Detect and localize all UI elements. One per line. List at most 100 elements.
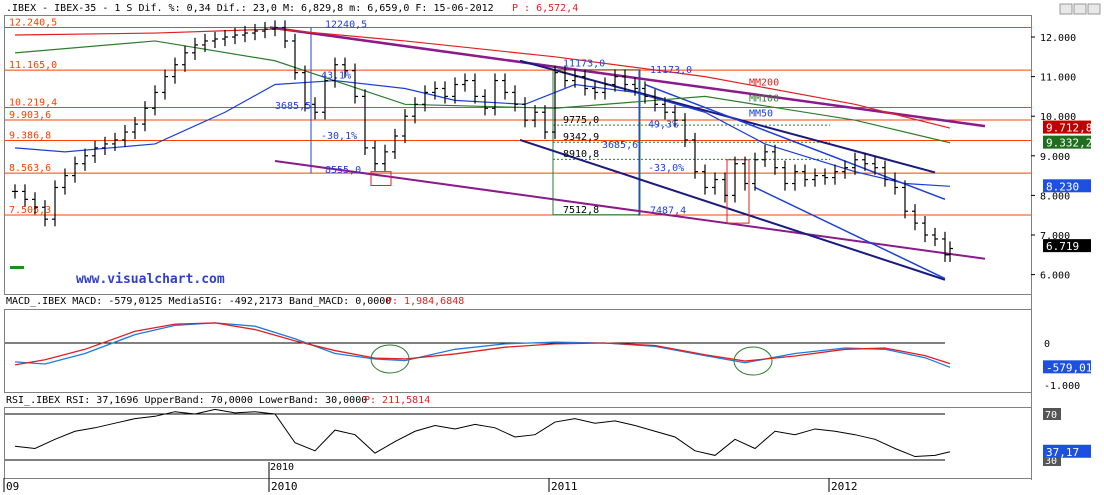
rsi-year-label: 2010 xyxy=(270,462,294,473)
main-price-panel: 12.240,5 11.165,0 10.219,49.903,6 9.386,8 8.… xyxy=(5,17,1031,281)
macd-axis-label: 0 xyxy=(1044,339,1050,350)
macd-header-price: P: 1,984,6848 xyxy=(386,296,464,307)
trend-line[interactable] xyxy=(274,159,986,260)
price-bar xyxy=(732,156,738,203)
price-bar xyxy=(782,160,788,191)
axis-tick-label: 9.000 xyxy=(1040,152,1070,163)
price-bar xyxy=(142,101,148,132)
macd-signal-line xyxy=(14,322,951,366)
price-bar xyxy=(722,172,728,203)
price-bar xyxy=(512,85,518,112)
price-bar xyxy=(232,27,238,45)
price-bar xyxy=(562,65,568,88)
price-level-label: 10.219,4 xyxy=(9,98,57,109)
chart-annotation: -33,0% xyxy=(648,163,684,174)
window-controls[interactable] xyxy=(1059,3,1101,15)
minimize-icon[interactable] xyxy=(1059,3,1073,15)
axis-tick-label: 7.000 xyxy=(1040,231,1070,242)
axes: 12.000 11.000 10.000 9.000 8.000 7.000 6.000 9.… xyxy=(3,33,1092,493)
chart-annotation: MM200 xyxy=(749,78,779,89)
chart-annotation: 7512,8 xyxy=(563,205,599,216)
chart-annotation: 7487,4 xyxy=(650,206,686,217)
price-level-label: 8.563,6 xyxy=(9,163,51,174)
trend-line[interactable] xyxy=(754,186,946,280)
time-axis-label: 2012 xyxy=(831,480,858,493)
mm100-line xyxy=(14,40,951,144)
chart-annotation: MM100 xyxy=(749,94,779,105)
axis-value-label: 6.719 xyxy=(1046,240,1079,253)
price-bar xyxy=(162,69,168,100)
axis-value-box xyxy=(1043,360,1091,374)
price-bar xyxy=(12,184,18,199)
chart-annotation: 11173,0 xyxy=(650,65,692,76)
rsi-header-price: P: 211,5814 xyxy=(364,395,430,406)
price-bar xyxy=(682,113,688,148)
price-bar xyxy=(422,85,428,112)
price-bar xyxy=(542,105,548,140)
macd-axis-label: -1.000 xyxy=(1044,381,1080,392)
price-bar xyxy=(632,77,638,96)
price-bar xyxy=(372,140,378,171)
price-bar xyxy=(792,164,798,191)
main-header: .IBEX - IBEX-35 - 1 S Dif. %: 0,34 Dif.:… xyxy=(6,3,494,14)
price-bar xyxy=(192,37,198,60)
price-bar xyxy=(182,45,188,72)
macd-header: MACD_.IBEX MACD: -579,0125 MediaSIG: -49… xyxy=(6,296,391,307)
price-bar xyxy=(22,184,28,207)
chart-annotation: 8555,0 xyxy=(325,165,361,176)
price-bar xyxy=(872,156,878,175)
close-icon[interactable] xyxy=(1087,3,1101,15)
rsi-axis-label: 30 xyxy=(1045,456,1057,467)
price-bar xyxy=(462,73,468,92)
price-bar xyxy=(282,20,288,49)
trend-line[interactable] xyxy=(519,139,946,281)
legend-swatch xyxy=(10,266,24,269)
price-bar xyxy=(862,152,868,171)
price-bar xyxy=(802,164,808,187)
time-axis-label: 09 xyxy=(6,480,19,493)
price-bar xyxy=(692,132,698,179)
chart-annotation: 9775,0 xyxy=(563,115,599,126)
price-bar xyxy=(72,156,78,183)
price-bar xyxy=(822,168,828,185)
price-bar xyxy=(412,97,418,124)
price-bar xyxy=(112,132,118,152)
highlight-box xyxy=(726,159,750,224)
price-bar xyxy=(222,29,228,47)
axis-value-box xyxy=(1043,239,1091,253)
mm50-line xyxy=(14,79,951,187)
price-bar xyxy=(292,33,298,80)
price-level-label: 9.386,8 xyxy=(9,130,51,141)
axis-value-label: -579,01 xyxy=(1046,361,1092,374)
trend-line[interactable] xyxy=(269,26,986,128)
price-level-label: 7.505,3 xyxy=(9,205,51,216)
price-bar xyxy=(702,164,708,195)
chart-annotation: 49,3% xyxy=(648,119,678,130)
rsi-axis-label: 70 xyxy=(1045,410,1057,421)
price-bar xyxy=(132,116,138,140)
price-bar xyxy=(242,25,248,43)
watermark: www.visualchart.com xyxy=(76,272,225,287)
rsi-header: RSI_.IBEX RSI: 37,1696 UpperBand: 70,000… xyxy=(6,395,367,406)
price-bar xyxy=(642,81,648,104)
price-bar xyxy=(212,31,218,49)
price-bar xyxy=(202,33,208,53)
price-bar xyxy=(612,69,618,92)
chart-annotation: 43,1% xyxy=(321,71,351,82)
price-bar xyxy=(947,241,953,262)
chart-annotation: 12240,5 xyxy=(325,19,367,30)
macd-cross-marker xyxy=(370,344,410,374)
price-bar xyxy=(522,97,528,128)
price-bar xyxy=(392,128,398,159)
maximize-icon[interactable] xyxy=(1073,3,1087,15)
price-bar xyxy=(442,81,448,104)
axis-tick-label: 11.000 xyxy=(1040,73,1076,84)
price-bar xyxy=(832,164,838,185)
price-bar xyxy=(332,57,338,88)
price-bar xyxy=(812,168,818,187)
chart-annotation: 11173,0 xyxy=(563,58,605,69)
chart-annotation: 9342,9 xyxy=(563,132,599,143)
price-bar xyxy=(362,89,368,156)
